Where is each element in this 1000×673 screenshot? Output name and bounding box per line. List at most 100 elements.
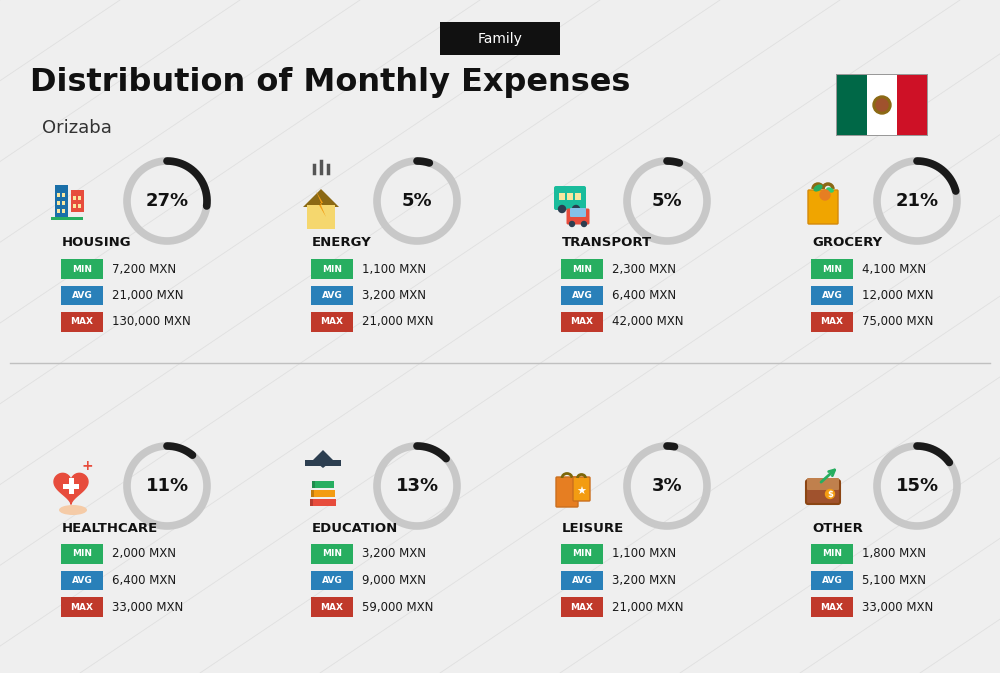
Circle shape [876,99,888,111]
Text: AVG: AVG [572,291,592,300]
FancyBboxPatch shape [836,74,928,136]
FancyBboxPatch shape [73,204,76,208]
Text: MIN: MIN [322,549,342,559]
FancyBboxPatch shape [311,286,353,306]
Text: 1,100 MXN: 1,100 MXN [612,548,676,561]
FancyBboxPatch shape [561,571,603,590]
FancyBboxPatch shape [808,190,838,224]
Ellipse shape [59,505,87,515]
Text: MIN: MIN [572,549,592,559]
Text: TRANSPORT: TRANSPORT [562,236,652,250]
Circle shape [558,205,566,213]
FancyBboxPatch shape [573,477,590,501]
Text: +: + [81,459,93,473]
FancyBboxPatch shape [575,193,581,200]
FancyBboxPatch shape [51,217,83,220]
Text: 2,300 MXN: 2,300 MXN [612,262,676,275]
FancyBboxPatch shape [61,312,103,332]
FancyBboxPatch shape [61,571,103,590]
FancyBboxPatch shape [561,286,603,306]
Text: MAX: MAX [70,318,94,326]
FancyBboxPatch shape [311,312,353,332]
FancyBboxPatch shape [440,22,560,55]
Text: AVG: AVG [822,291,842,300]
FancyBboxPatch shape [62,201,65,205]
FancyBboxPatch shape [554,186,586,210]
FancyBboxPatch shape [311,490,335,497]
FancyBboxPatch shape [559,193,564,200]
FancyBboxPatch shape [811,597,853,616]
Text: AVG: AVG [572,576,592,585]
Circle shape [572,205,580,213]
FancyBboxPatch shape [61,259,103,279]
FancyBboxPatch shape [68,478,74,494]
FancyBboxPatch shape [55,185,68,217]
Text: 3,200 MXN: 3,200 MXN [362,289,426,302]
FancyBboxPatch shape [78,196,80,200]
FancyBboxPatch shape [62,209,65,213]
Text: 3,200 MXN: 3,200 MXN [612,574,676,587]
Text: 27%: 27% [145,192,189,210]
Text: $: $ [827,489,833,499]
Text: MAX: MAX [820,602,843,612]
Text: MAX: MAX [320,318,344,326]
FancyBboxPatch shape [837,75,867,135]
Text: 21,000 MXN: 21,000 MXN [362,316,434,328]
Text: 7,200 MXN: 7,200 MXN [112,262,176,275]
Text: LEISURE: LEISURE [562,522,624,534]
FancyBboxPatch shape [57,209,60,213]
Text: AVG: AVG [322,291,342,300]
Polygon shape [316,191,326,217]
FancyBboxPatch shape [811,571,853,590]
FancyBboxPatch shape [312,481,334,488]
Text: 5,100 MXN: 5,100 MXN [862,574,926,587]
Text: MAX: MAX [70,602,94,612]
Text: MIN: MIN [322,264,342,273]
Text: 59,000 MXN: 59,000 MXN [362,600,433,614]
FancyBboxPatch shape [807,478,839,490]
FancyBboxPatch shape [556,477,578,507]
FancyBboxPatch shape [311,259,353,279]
Text: MIN: MIN [822,264,842,273]
FancyBboxPatch shape [311,597,353,616]
Ellipse shape [813,184,823,192]
FancyBboxPatch shape [63,483,79,489]
FancyBboxPatch shape [73,196,76,200]
Text: HOUSING: HOUSING [62,236,132,250]
Text: ★: ★ [576,487,586,497]
Text: Orizaba: Orizaba [42,119,112,137]
Text: 1,100 MXN: 1,100 MXN [362,262,426,275]
Text: 130,000 MXN: 130,000 MXN [112,316,191,328]
Text: 1,800 MXN: 1,800 MXN [862,548,926,561]
Ellipse shape [826,187,834,192]
Polygon shape [54,473,88,504]
Text: 33,000 MXN: 33,000 MXN [862,600,933,614]
FancyBboxPatch shape [57,193,60,197]
Text: MIN: MIN [822,549,842,559]
Text: 4,100 MXN: 4,100 MXN [862,262,926,275]
FancyBboxPatch shape [561,312,603,332]
Polygon shape [305,460,341,466]
Text: 3%: 3% [652,477,682,495]
Circle shape [826,489,835,499]
FancyBboxPatch shape [310,499,336,506]
Circle shape [820,190,830,200]
Text: 2,000 MXN: 2,000 MXN [112,548,176,561]
FancyBboxPatch shape [307,205,335,229]
FancyBboxPatch shape [310,499,312,506]
Text: MIN: MIN [72,549,92,559]
Text: AVG: AVG [72,291,92,300]
Text: 21,000 MXN: 21,000 MXN [612,600,684,614]
Text: 5%: 5% [402,192,432,210]
Text: OTHER: OTHER [812,522,863,534]
Circle shape [582,221,587,227]
Text: AVG: AVG [72,576,92,585]
Text: MAX: MAX [570,318,594,326]
FancyBboxPatch shape [567,193,572,200]
FancyBboxPatch shape [62,193,65,197]
FancyBboxPatch shape [561,544,603,564]
Text: 13%: 13% [395,477,439,495]
FancyBboxPatch shape [311,490,314,497]
FancyBboxPatch shape [61,597,103,616]
Text: EDUCATION: EDUCATION [312,522,398,534]
